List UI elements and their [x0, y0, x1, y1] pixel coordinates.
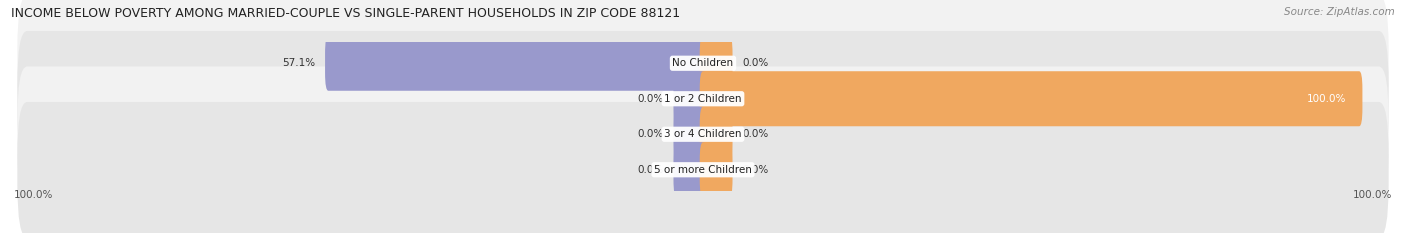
- FancyBboxPatch shape: [700, 71, 1362, 126]
- Text: 0.0%: 0.0%: [742, 58, 769, 68]
- FancyBboxPatch shape: [673, 142, 706, 197]
- Text: 3 or 4 Children: 3 or 4 Children: [664, 129, 742, 139]
- Text: 0.0%: 0.0%: [637, 165, 664, 175]
- Text: 0.0%: 0.0%: [637, 94, 664, 104]
- Text: 100.0%: 100.0%: [1353, 190, 1392, 200]
- Text: INCOME BELOW POVERTY AMONG MARRIED-COUPLE VS SINGLE-PARENT HOUSEHOLDS IN ZIP COD: INCOME BELOW POVERTY AMONG MARRIED-COUPL…: [11, 7, 681, 20]
- Text: 100.0%: 100.0%: [1306, 94, 1346, 104]
- FancyBboxPatch shape: [673, 107, 706, 162]
- FancyBboxPatch shape: [17, 31, 1389, 167]
- Text: 0.0%: 0.0%: [742, 129, 769, 139]
- FancyBboxPatch shape: [325, 36, 706, 91]
- Text: 0.0%: 0.0%: [742, 165, 769, 175]
- Text: Source: ZipAtlas.com: Source: ZipAtlas.com: [1284, 7, 1395, 17]
- Text: 1 or 2 Children: 1 or 2 Children: [664, 94, 742, 104]
- FancyBboxPatch shape: [700, 107, 733, 162]
- FancyBboxPatch shape: [673, 71, 706, 126]
- FancyBboxPatch shape: [17, 102, 1389, 233]
- FancyBboxPatch shape: [17, 0, 1389, 131]
- FancyBboxPatch shape: [700, 142, 733, 197]
- Text: 0.0%: 0.0%: [637, 129, 664, 139]
- Text: No Children: No Children: [672, 58, 734, 68]
- Text: 100.0%: 100.0%: [14, 190, 53, 200]
- FancyBboxPatch shape: [17, 66, 1389, 202]
- Text: 57.1%: 57.1%: [283, 58, 315, 68]
- Text: 5 or more Children: 5 or more Children: [654, 165, 752, 175]
- FancyBboxPatch shape: [700, 36, 733, 91]
